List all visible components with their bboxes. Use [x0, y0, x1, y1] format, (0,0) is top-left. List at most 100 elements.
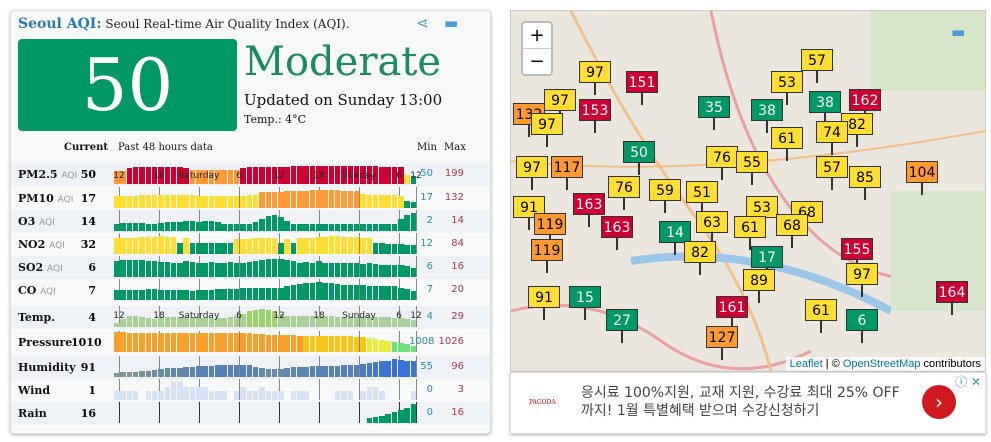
history-bars[interactable] — [114, 210, 417, 233]
station-marker[interactable]: 85 — [849, 166, 881, 188]
history-bar — [271, 311, 278, 327]
station-marker[interactable]: 97 — [846, 263, 878, 285]
station-marker[interactable]: 53 — [771, 71, 803, 93]
history-bar — [366, 418, 372, 423]
aqi-map[interactable]: 97 151 57 53 162 97 153 35 38 38 132 97 82 74 61 76 50 55… — [510, 10, 986, 372]
ad-info-close[interactable]: ⓘ ✕ — [955, 373, 981, 390]
share-icon[interactable]: ⋖ — [416, 14, 429, 32]
station-marker[interactable]: 61 — [771, 127, 803, 149]
history-bars[interactable] — [114, 163, 417, 186]
station-marker[interactable]: 97 — [579, 61, 611, 83]
station-marker[interactable]: 55 — [736, 151, 768, 173]
history-bars[interactable] — [114, 187, 417, 210]
station-marker[interactable]: 74 — [816, 121, 848, 143]
history-bar — [316, 224, 322, 231]
station-marker[interactable]: 104 — [906, 161, 938, 183]
history-bars[interactable] — [114, 279, 417, 302]
leaflet-link[interactable]: Leaflet — [789, 358, 823, 370]
station-marker[interactable]: 153 — [579, 99, 611, 121]
station-marker[interactable]: 97 — [544, 89, 576, 111]
station-marker[interactable]: 15 — [569, 286, 601, 308]
station-marker[interactable]: 151 — [626, 71, 658, 93]
history-bar — [120, 238, 126, 254]
marker-pin — [531, 178, 533, 190]
history-bar — [265, 309, 271, 327]
station-marker[interactable]: 17 — [751, 246, 783, 268]
info-icon[interactable]: ⓘ — [955, 375, 968, 389]
aqi-suffix: AQI — [40, 287, 56, 297]
station-marker[interactable]: 97 — [516, 156, 548, 178]
history-bar — [284, 286, 290, 300]
station-marker[interactable]: 53 — [746, 196, 778, 218]
station-marker[interactable]: 57 — [801, 49, 833, 71]
history-bar — [170, 290, 177, 300]
history-bar — [379, 243, 385, 254]
close-icon[interactable]: ✕ — [970, 375, 981, 389]
station-marker[interactable]: 38 — [809, 91, 841, 113]
history-bar — [347, 190, 354, 208]
history-bar — [164, 368, 170, 377]
station-marker[interactable]: 6 — [846, 309, 878, 331]
station-marker[interactable]: 127 — [706, 326, 738, 348]
history-bars[interactable] — [114, 379, 417, 402]
time-tick — [159, 356, 160, 377]
station-marker[interactable]: 119 — [534, 213, 566, 235]
history-bars[interactable] — [114, 306, 417, 329]
history-bar — [246, 332, 253, 352]
station-marker[interactable]: 27 — [606, 309, 638, 331]
station-marker[interactable]: 38 — [751, 99, 783, 121]
history-bars[interactable] — [114, 356, 417, 379]
station-marker[interactable]: 63 — [696, 211, 728, 233]
station-marker[interactable]: 61 — [734, 216, 766, 238]
history-bars[interactable] — [114, 331, 417, 354]
history-bar — [379, 317, 385, 327]
history-bar — [309, 366, 316, 377]
station-marker[interactable]: 162 — [849, 89, 881, 111]
station-marker[interactable]: 97 — [531, 113, 563, 135]
ad-banner[interactable]: PAGODA 응시료 100%지원, 교재 지원, 수강료 최대 25% OFF… — [510, 372, 986, 434]
station-marker[interactable]: 14 — [659, 221, 691, 243]
station-marker[interactable]: 57 — [816, 156, 848, 178]
ad-text[interactable]: 응시료 100%지원, 교재 지원, 수강료 최대 25% OFF 까지! 1월 … — [581, 384, 900, 420]
station-marker[interactable]: 51 — [686, 181, 718, 203]
station-marker[interactable]: 35 — [698, 96, 730, 118]
history-bar — [259, 386, 265, 400]
history-bars[interactable] — [114, 233, 417, 256]
station-marker[interactable]: 89 — [743, 269, 775, 291]
zoom-out-button[interactable]: − — [529, 51, 545, 72]
history-bar — [271, 238, 278, 254]
station-marker[interactable]: 50 — [623, 141, 655, 163]
station-marker[interactable]: 161 — [716, 296, 748, 318]
history-bar — [360, 363, 366, 377]
station-marker[interactable]: 91 — [528, 286, 560, 308]
history-bars[interactable] — [114, 256, 417, 279]
station-marker[interactable]: 68 — [776, 214, 808, 236]
station-marker[interactable]: 163 — [573, 193, 605, 215]
station-marker[interactable]: 91 — [513, 196, 545, 218]
station-marker[interactable]: 155 — [841, 238, 873, 260]
station-marker[interactable]: 76 — [706, 146, 738, 168]
station-marker[interactable]: 82 — [684, 241, 716, 263]
city-link[interactable]: Seoul AQI — [18, 16, 97, 32]
widget-icon[interactable]: ▬ — [444, 14, 459, 32]
station-marker[interactable]: 61 — [805, 299, 837, 321]
station-marker[interactable]: 82 — [841, 113, 873, 135]
station-marker[interactable]: 117 — [551, 156, 583, 178]
station-marker[interactable]: 163 — [601, 216, 633, 238]
ad-arrow-button[interactable]: › — [922, 385, 956, 419]
history-bar — [189, 332, 196, 352]
layers-icon[interactable]: ▬ — [951, 23, 966, 41]
station-marker[interactable]: 59 — [649, 179, 681, 201]
history-bar — [398, 219, 404, 231]
history-bar — [139, 317, 145, 327]
station-marker[interactable]: 164 — [936, 281, 968, 303]
zoom-in-button[interactable]: + — [523, 23, 551, 49]
time-tick — [319, 402, 320, 423]
history-bar — [328, 190, 335, 208]
osm-link[interactable]: OpenStreetMap — [842, 358, 921, 370]
history-bars[interactable] — [114, 402, 417, 425]
station-marker[interactable]: 76 — [608, 176, 640, 198]
history-bar — [259, 219, 265, 231]
station-marker[interactable]: 119 — [531, 239, 563, 261]
current-value: 17 — [80, 192, 96, 205]
